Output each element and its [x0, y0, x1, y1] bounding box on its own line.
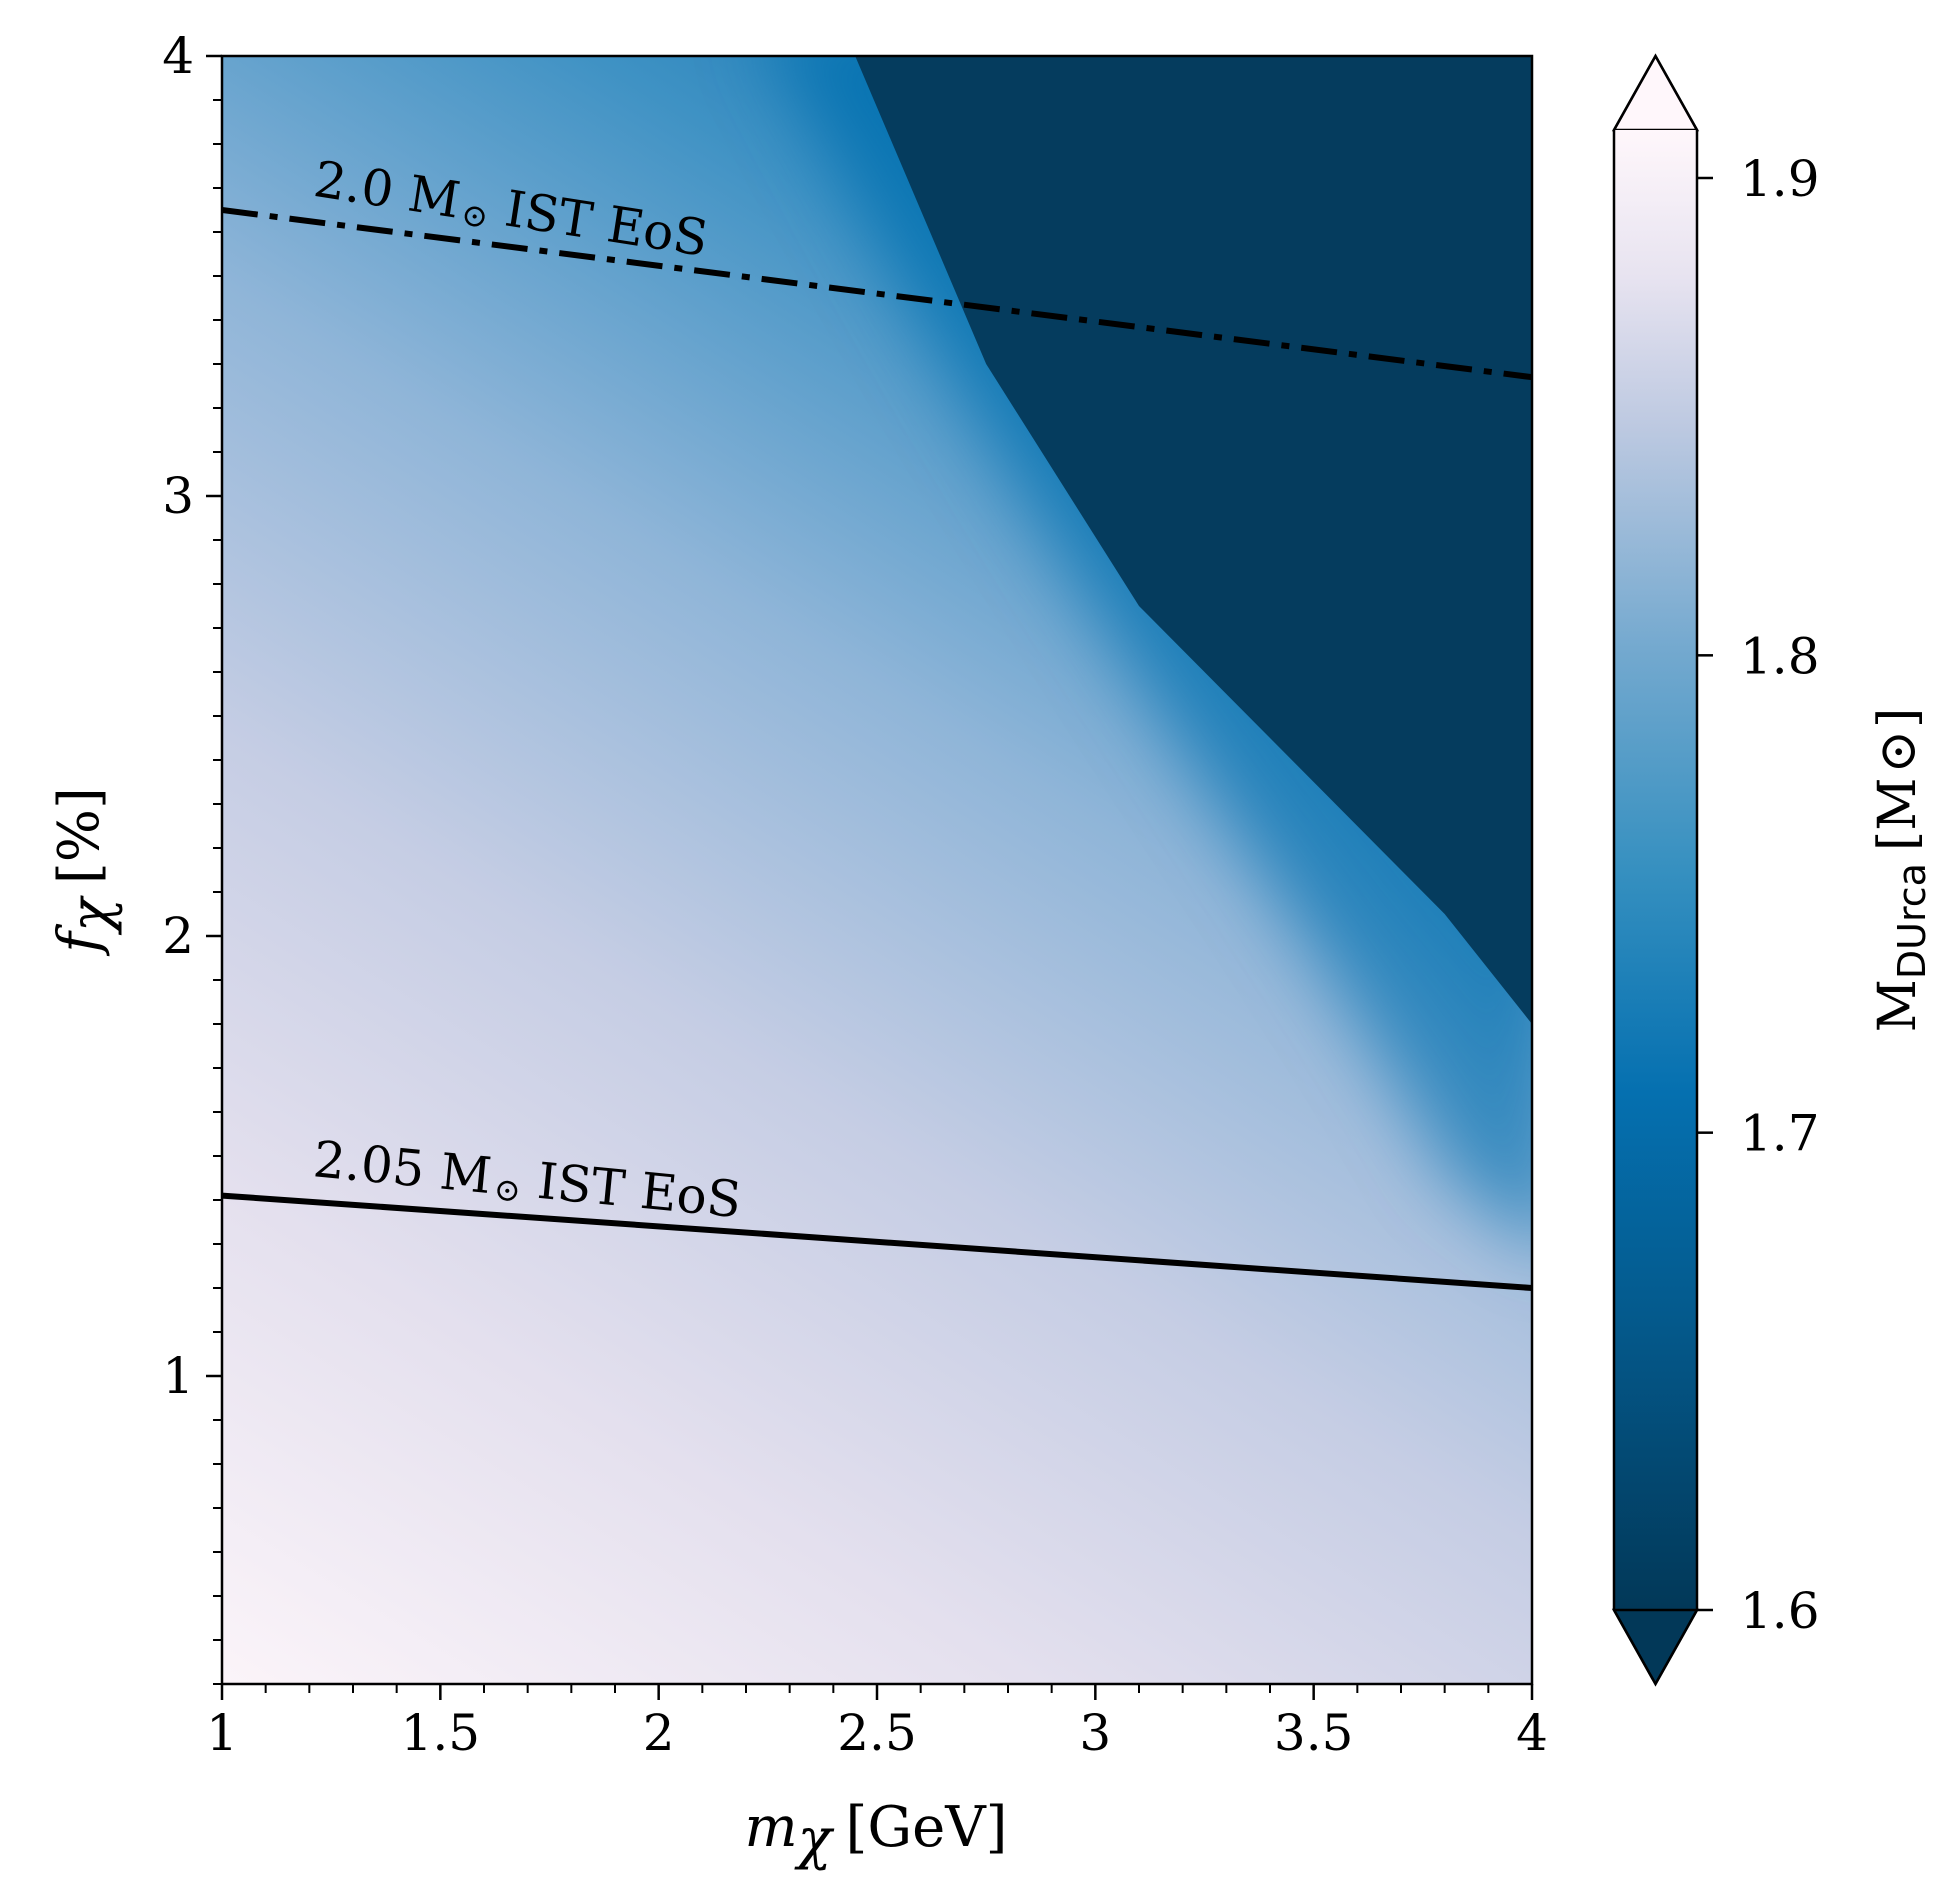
x-tick-label: 3: [1079, 1704, 1111, 1762]
contour-line: [222, 207, 1532, 381]
x-axis-ticks: 1 1.5 2 2.5 3 3.5 4: [206, 1684, 1548, 1762]
x-axis-label: mχ [GeV]: [744, 1795, 1007, 1872]
contour-lines: [222, 207, 1532, 1291]
heatmap-dark-region: [855, 56, 1532, 1024]
heatmap-field: [222, 56, 1532, 1684]
x-tick-label: 1: [206, 1704, 238, 1762]
colorbar-tick-label: 1.7: [1740, 1105, 1820, 1163]
colorbar-extend-top: [1611, 53, 1700, 132]
y-tick-label: 4: [162, 27, 194, 85]
colorbar-label: MDUrca[M⊙]: [1868, 708, 1934, 1033]
y-axis-ticks: 1 2 3 4: [162, 27, 222, 1685]
x-tick-label: 3.5: [1274, 1704, 1354, 1762]
x-tick-label: 2.5: [837, 1704, 917, 1762]
y-axis-label: fχ[%]: [47, 787, 124, 957]
y-tick-label: 1: [162, 1347, 194, 1405]
x-tick-label: 4: [1516, 1704, 1548, 1762]
colorbar-tick-label: 1.6: [1740, 1582, 1820, 1640]
colorbar-extend-bottom: [1611, 1608, 1700, 1687]
colorbar-ticks: 1.6 1.7 1.8 1.9: [1697, 150, 1820, 1640]
x-tick-label: 2: [643, 1704, 675, 1762]
colorbar-gradient: [1614, 130, 1697, 1610]
y-tick-label: 2: [162, 907, 194, 965]
colorbar-tick-label: 1.9: [1740, 150, 1820, 208]
y-tick-label: 3: [162, 467, 194, 525]
contour-line: [222, 1192, 1532, 1291]
x-tick-label: 1.5: [401, 1704, 481, 1762]
colorbar-outline: [1612, 53, 1699, 1687]
colorbar: 1.6 1.7 1.8 1.9 MDUrca[M⊙]: [1611, 53, 1934, 1687]
colorbar-tick-label: 1.8: [1740, 627, 1820, 685]
